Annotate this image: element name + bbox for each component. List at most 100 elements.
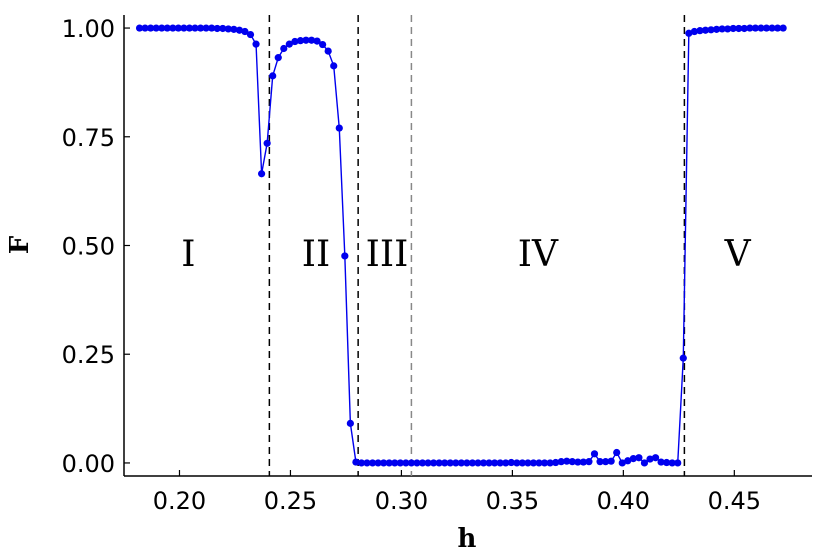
data-point xyxy=(663,458,671,467)
data-point xyxy=(724,25,732,33)
data-point xyxy=(668,459,676,467)
data-point xyxy=(147,24,155,32)
data-point xyxy=(296,37,305,45)
data-point xyxy=(618,459,626,467)
data-point xyxy=(169,24,177,32)
data-point xyxy=(746,24,754,32)
data-point xyxy=(646,455,654,463)
region-label: III xyxy=(366,234,409,275)
data-point xyxy=(485,459,493,467)
data-point xyxy=(546,459,554,467)
data-point xyxy=(574,458,582,466)
region-label: V xyxy=(724,234,752,275)
data-point xyxy=(291,37,299,46)
data-point xyxy=(701,26,710,34)
data-point xyxy=(540,459,549,467)
data-point xyxy=(696,27,704,35)
data-point xyxy=(313,37,321,45)
data-point xyxy=(307,36,316,44)
data-point xyxy=(679,354,687,362)
data-point xyxy=(640,459,649,467)
data-point xyxy=(596,458,604,466)
x-tick-label: 0.45 xyxy=(708,487,761,515)
data-point xyxy=(424,459,432,467)
data-point xyxy=(590,450,599,458)
y-tick-label: 0.00 xyxy=(62,450,115,478)
data-point xyxy=(446,459,454,467)
data-point xyxy=(163,24,171,32)
data-point xyxy=(441,459,449,467)
y-tick-label: 1.00 xyxy=(62,15,115,43)
data-point xyxy=(479,459,488,467)
data-point xyxy=(607,457,615,465)
data-point xyxy=(768,24,776,32)
data-point xyxy=(674,459,682,467)
data-point xyxy=(707,26,715,34)
data-point xyxy=(363,459,371,467)
data-point xyxy=(413,459,421,467)
data-point xyxy=(729,24,737,33)
data-point xyxy=(774,24,782,32)
data-point xyxy=(602,458,610,466)
data-point xyxy=(751,24,760,32)
data-point xyxy=(235,26,244,34)
data-point xyxy=(246,30,255,39)
y-tick-label: 0.75 xyxy=(62,124,115,152)
data-point xyxy=(252,40,260,48)
series-layer xyxy=(135,24,787,467)
data-point xyxy=(513,459,521,467)
y-tick-label: 0.50 xyxy=(62,233,115,261)
x-tick-label: 0.30 xyxy=(375,487,428,515)
series-line xyxy=(139,27,784,464)
data-point xyxy=(152,24,160,32)
data-point xyxy=(613,448,621,457)
data-point xyxy=(507,458,515,467)
data-point xyxy=(651,454,660,462)
data-point xyxy=(319,40,327,49)
data-point xyxy=(496,459,504,467)
data-point xyxy=(213,24,221,33)
data-point xyxy=(762,24,771,32)
data-point xyxy=(230,25,238,33)
data-point xyxy=(468,459,477,467)
axes: 0.20 0.25 0.30 0.35 0.40 0.45 0.00 0.25 0.50 0.75… xyxy=(62,15,812,515)
data-point xyxy=(196,24,205,32)
data-point xyxy=(430,459,438,467)
data-point xyxy=(185,24,194,32)
data-point xyxy=(385,459,393,467)
data-point xyxy=(302,36,310,44)
data-point xyxy=(280,44,288,53)
y-tick-label: 0.25 xyxy=(62,341,115,369)
data-point xyxy=(380,459,388,467)
region-label: IV xyxy=(518,234,559,275)
data-point xyxy=(285,40,293,48)
data-point xyxy=(435,459,443,467)
data-point xyxy=(341,252,349,260)
data-point xyxy=(174,24,182,32)
data-point xyxy=(690,27,698,36)
data-point xyxy=(202,24,210,32)
data-point xyxy=(141,24,149,32)
data-point xyxy=(535,459,543,467)
data-point xyxy=(529,459,538,467)
x-tick-label: 0.40 xyxy=(597,487,650,515)
data-point xyxy=(463,459,471,467)
data-point xyxy=(491,459,499,467)
x-axis-title: h xyxy=(458,524,477,554)
data-point xyxy=(330,62,338,70)
data-point xyxy=(518,459,526,467)
data-point xyxy=(779,24,787,32)
data-point xyxy=(563,457,571,465)
region-label: II xyxy=(302,234,330,275)
data-point xyxy=(241,27,249,36)
data-point xyxy=(269,72,277,80)
data-point xyxy=(568,458,576,466)
data-point xyxy=(657,458,665,466)
data-point xyxy=(402,459,410,467)
data-point xyxy=(552,458,560,467)
data-point xyxy=(629,455,637,463)
data-point xyxy=(208,24,216,32)
data-point xyxy=(374,459,382,467)
x-tick-label: 0.20 xyxy=(153,487,206,515)
